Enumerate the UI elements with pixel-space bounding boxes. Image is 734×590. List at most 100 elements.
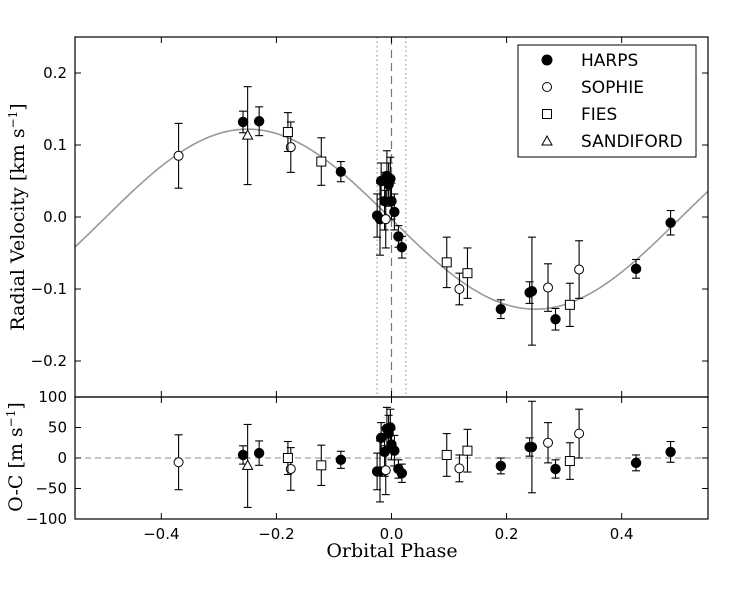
x-tick-label: −0.2 [258,525,294,543]
rv-marker-harps [335,166,347,177]
oc-marker-harps [335,454,347,466]
rv-marker-harps [389,206,400,218]
oc-marker-harps [396,468,408,479]
oc-marker-harps [526,441,538,453]
legend-label-sophie: SOPHIE [581,78,644,98]
legend-label-fies: FIES [581,105,617,125]
oc-point-harps [335,450,347,469]
oc-point-harps [665,440,676,463]
x-ticks: −0.4 −0.2 0.0 0.2 0.4 [143,37,634,543]
rv-point-harps [630,258,642,279]
oc-point-harps [396,463,408,483]
rv-point-sophie [574,240,585,299]
rv-marker-sandiford [241,129,254,140]
rv-marker-harps [495,303,507,315]
oc-marker-harps [630,457,642,469]
rv-point-harps [550,307,561,331]
oc-point-sophie [543,422,554,464]
legend-marker-harps [541,54,553,66]
oc-y-tick-label: −100 [26,510,67,528]
oc-marker-harps [389,445,400,456]
rv-point-fies [316,137,327,186]
oc-marker-fies [462,445,473,456]
rv-y-tick-label: 0.0 [43,208,67,226]
legend-label-sandiford: SANDIFORD [581,132,683,152]
oc-point-harps [253,440,265,466]
rv-point-fies [462,247,473,299]
rv-marker-fies [441,257,452,268]
oc-marker-harps [495,460,507,472]
legend-marker-sophie [542,82,552,92]
legend-item-harps: HARPS [541,51,638,71]
oc-point-fies [441,433,452,477]
rv-point-fies [441,236,452,289]
x-tick-label: 0.0 [380,525,404,543]
oc-point-harps [526,400,538,494]
oc-marker-sophie [543,437,554,448]
legend-item-fies: FIES [542,105,617,125]
rv-point-harps [396,235,408,259]
rv-marker-harps [396,242,408,253]
rv-y-tick-label: 0.2 [43,64,67,82]
rv-point-harps [665,209,676,236]
oc-point-sophie [454,454,465,483]
rv-point-harps [495,299,507,320]
rv-point-sophie [380,189,391,249]
legend-item-sophie: SOPHIE [542,78,644,98]
oc-y-tick-label: 100 [38,388,67,406]
rv-point-harps [237,110,249,134]
rv-marker-sophie [454,284,465,294]
oc-y-tick-label: 0 [57,449,67,467]
rv-marker-fies [462,268,473,279]
rv-marker-harps [526,285,538,297]
rv-marker-sophie [380,214,391,225]
legend-item-sandiford: SANDIFORD [541,132,683,152]
oc-y-ticks: 100 50 0 −50 −100 [26,388,708,528]
oc-marker-harps [253,447,265,459]
oc-marker-harps [665,446,676,458]
x-tick-label: −0.4 [143,525,179,543]
oc-marker-sophie [380,465,391,476]
rv-point-harps [253,106,265,137]
oc-point-sophie [380,445,391,496]
oc-marker-sophie [173,457,184,468]
x-tick-label: 0.4 [610,525,634,543]
rv-marker-harps [237,116,249,128]
rv-point-sophie [543,263,554,312]
oc-point-fies [564,442,575,480]
oc-marker-sophie [574,428,585,439]
oc-marker-fies [564,456,575,467]
rv-point-sophie [454,272,465,306]
oc-point-harps [237,445,249,465]
oc-point-sophie [173,434,184,491]
legend-marker-sandiford [541,134,553,146]
oc-data-points [173,400,676,508]
oc-marker-sophie [285,463,296,474]
oc-point-sandiford [241,423,254,508]
oc-point-harps [550,459,561,479]
oc-y-tick-label: −50 [35,480,67,498]
rv-point-fies [564,282,575,327]
legend-label-harps: HARPS [581,51,638,71]
rv-point-harps [389,193,400,231]
rv-marker-fies [316,156,327,167]
oc-panel: 100 50 0 −50 −100 −0.4 −0.2 0.0 0.2 0.4 O-C [m s… [4,37,709,562]
rv-y-tick-label: −0.2 [31,352,67,370]
rv-marker-sophie [543,282,554,293]
oc-marker-harps [550,463,561,475]
rv-point-fies [282,112,293,153]
oc-point-harps [495,457,507,475]
rv-y-tick-label: 0.1 [43,136,67,154]
rv-point-sandiford [241,86,254,186]
rv-y-tick-label: −0.1 [31,280,67,298]
rv-panel: 0.2 0.1 0.0 −0.1 −0.2 Radial Velocity [km s−… [6,36,709,398]
rv-marker-fies [282,127,293,138]
oc-point-harps [630,454,642,472]
oc-marker-sandiford [241,459,254,470]
oc-point-fies [462,428,473,473]
rv-y-ticks: 0.2 0.1 0.0 −0.1 −0.2 [31,64,708,370]
rv-data-points [173,86,676,346]
rv-marker-fies [564,299,575,310]
oc-marker-fies [316,460,327,471]
